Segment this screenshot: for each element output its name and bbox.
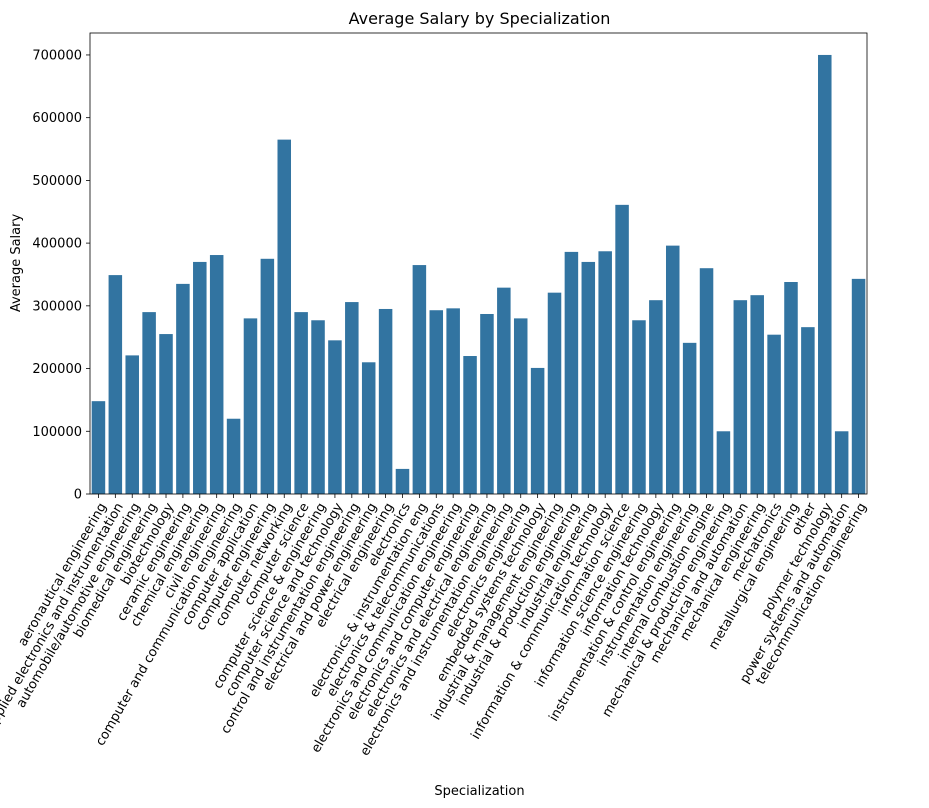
plot-frame [89, 32, 868, 495]
bars-group [91, 54, 866, 495]
bar [716, 431, 731, 494]
bar [226, 418, 241, 494]
x-axis-label: Specialization [434, 784, 524, 799]
bar [125, 355, 139, 494]
bar [378, 308, 393, 494]
bar [91, 401, 106, 494]
bar [176, 283, 190, 494]
bar [463, 356, 477, 494]
bar [767, 334, 781, 494]
bar [361, 362, 376, 494]
bar [784, 282, 798, 494]
bar [497, 287, 511, 494]
bar [328, 340, 342, 494]
bar [142, 312, 156, 494]
bar [260, 258, 275, 494]
bar [243, 318, 258, 494]
bar [581, 261, 596, 494]
bar [547, 292, 562, 494]
bar [649, 300, 663, 494]
bar [834, 431, 849, 494]
bar [699, 268, 714, 494]
bar [159, 334, 173, 494]
bar [801, 327, 815, 494]
y-axis: 0 100000 200000 300000 400000 500000 600000 700… [32, 48, 90, 503]
bar [750, 295, 764, 494]
bar [294, 312, 308, 494]
bar [209, 255, 224, 494]
bar [193, 261, 207, 494]
bar [513, 318, 528, 494]
bar [818, 54, 832, 494]
y-tick-label: 100000 [32, 425, 82, 440]
y-tick-label: 0 [74, 488, 82, 503]
y-tick-label: 600000 [32, 111, 82, 126]
bar [682, 342, 697, 494]
bar [665, 245, 680, 494]
bar [311, 320, 325, 494]
bar [564, 251, 579, 494]
bar [632, 320, 646, 494]
y-tick-label: 400000 [32, 237, 82, 252]
y-tick-label: 300000 [32, 299, 82, 314]
y-tick-label: 500000 [32, 174, 82, 189]
y-axis-label: Average Salary [9, 214, 24, 313]
y-tick-label: 200000 [32, 362, 82, 377]
bar [345, 302, 359, 494]
bar [277, 139, 292, 494]
bar [598, 251, 612, 494]
bar [615, 204, 629, 495]
bar [429, 310, 444, 494]
bar [530, 367, 545, 494]
bar [446, 308, 460, 494]
bar [733, 300, 748, 494]
bar [480, 313, 494, 494]
bar [412, 265, 427, 494]
chart-title: Average Salary by Specialization [349, 9, 611, 28]
bar [851, 278, 866, 494]
bar [108, 275, 123, 494]
bar [395, 468, 410, 494]
y-tick-label: 700000 [32, 48, 82, 63]
